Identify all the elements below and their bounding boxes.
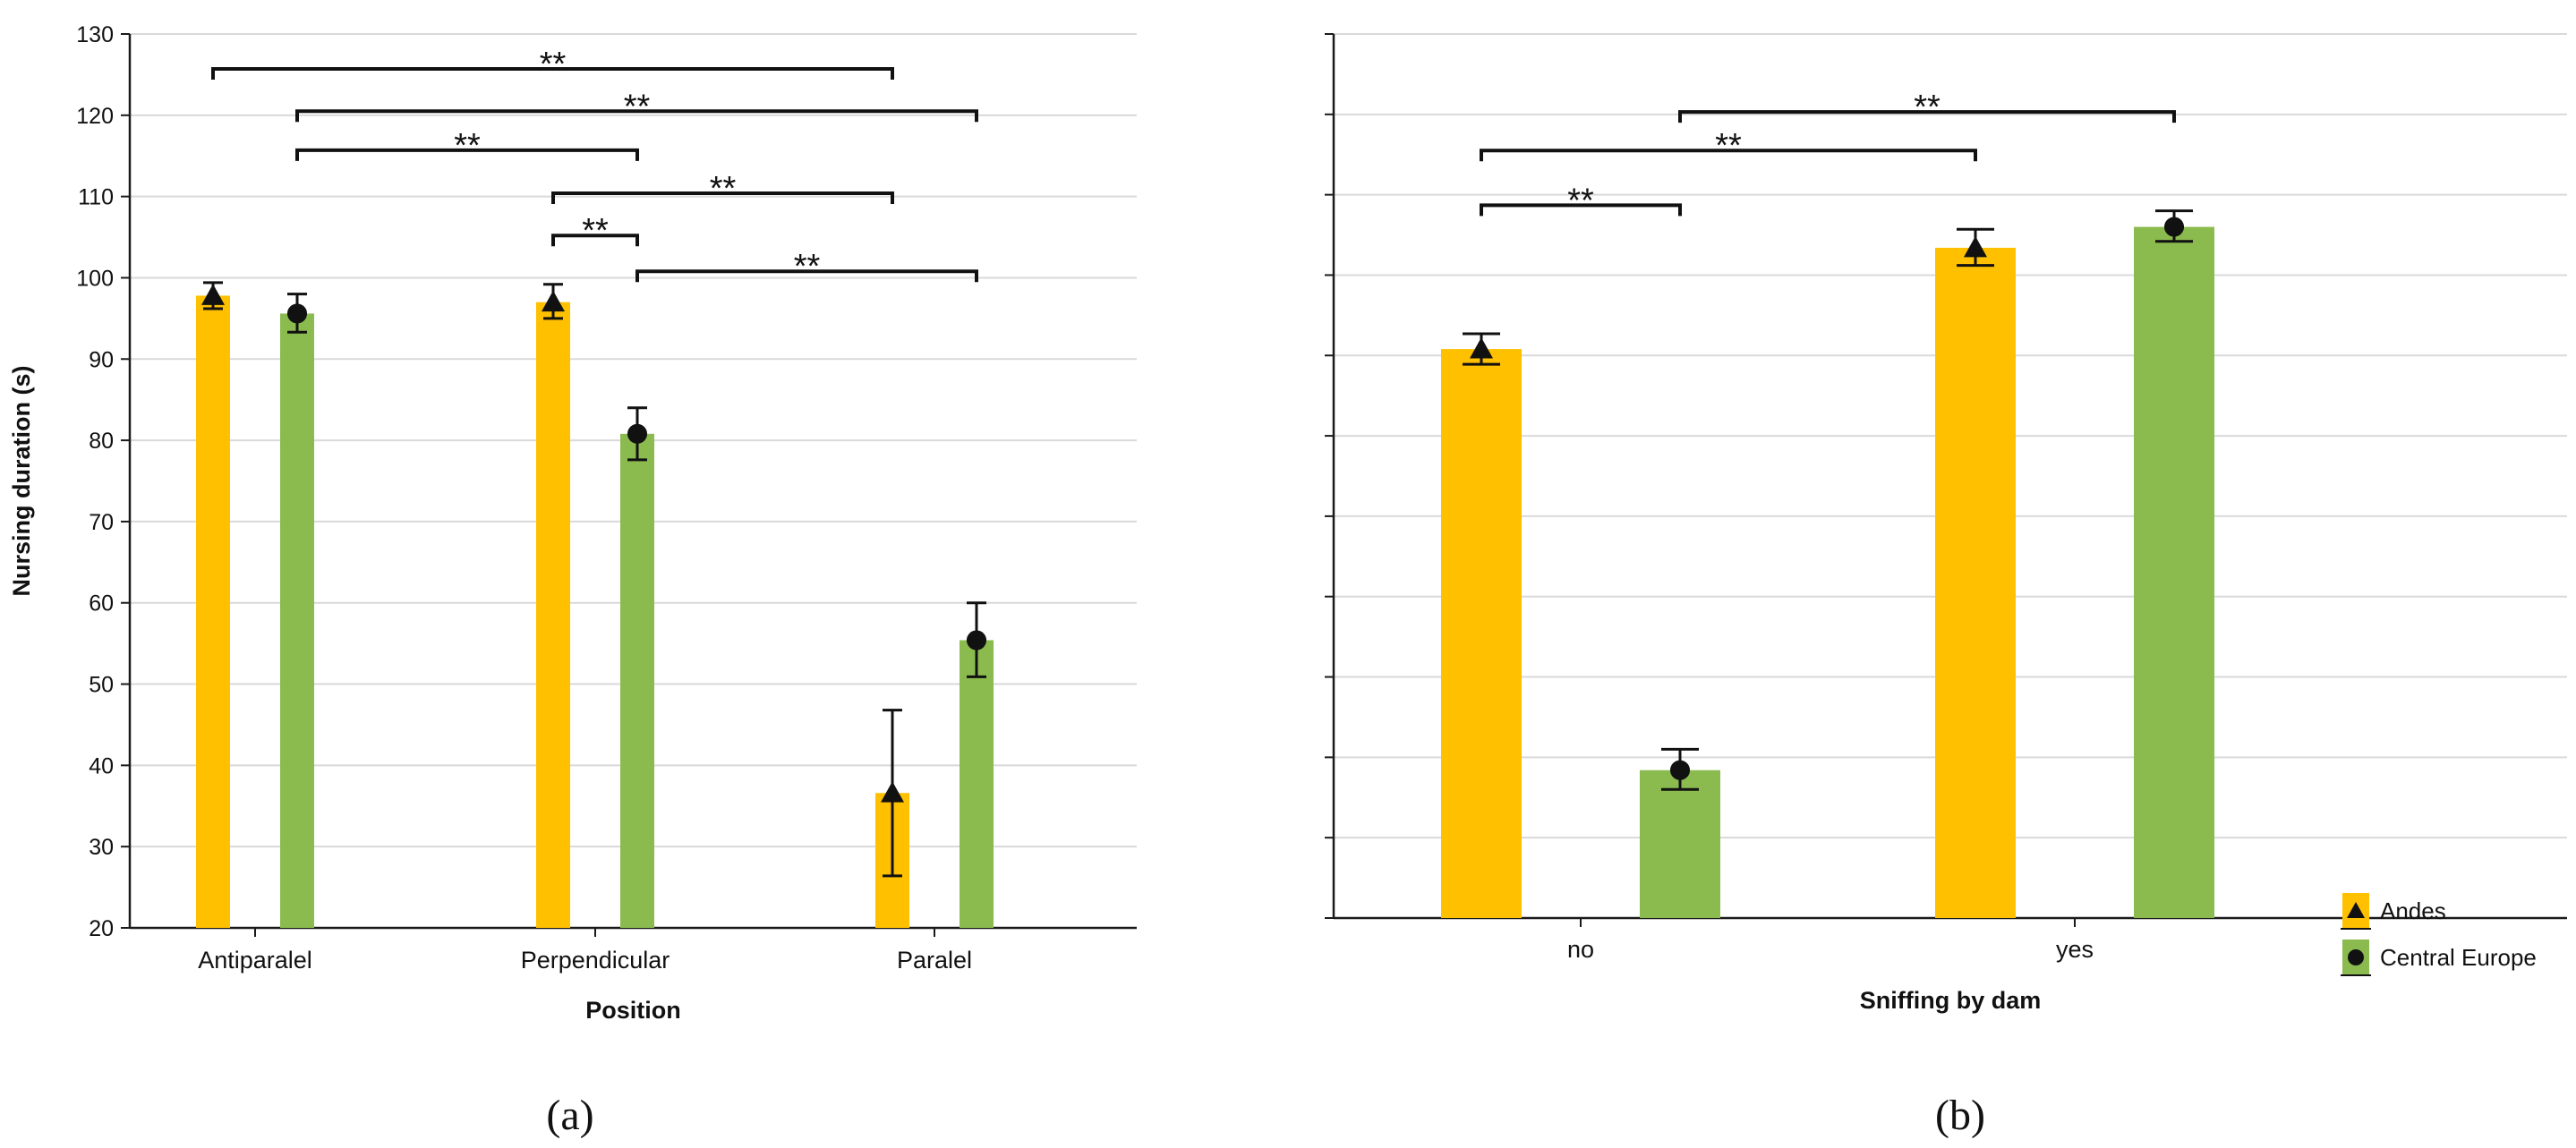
bar-andes: [536, 302, 570, 928]
significance-bracket: [1480, 149, 1977, 162]
y-tick-label: 50: [89, 673, 114, 698]
bar-central_europe: [280, 313, 314, 928]
panel-a-chart: 20 30 40 50 60 70 80 90 100 110 120 130 Antiparalel P…: [8, 22, 1137, 1139]
significance-label: **: [624, 88, 651, 125]
significance-label: **: [540, 46, 567, 83]
mean-marker-circle: [627, 423, 648, 444]
significance-bracket: [211, 67, 894, 81]
y-tick-label: 20: [89, 916, 114, 941]
bar-central_europe: [1640, 770, 1720, 918]
significance-bracket: [295, 109, 978, 123]
y-tick-label: 80: [89, 429, 114, 454]
mean-marker-triangle: [1470, 337, 1493, 359]
significance-label: **: [710, 170, 737, 208]
mean-marker-triangle: [881, 781, 904, 803]
mean-marker-circle: [966, 630, 987, 651]
legend: Andes Central Europe: [2341, 893, 2537, 976]
bar-central_europe: [620, 433, 654, 928]
y-tick-label: 30: [89, 835, 114, 860]
significance-label: **: [1567, 182, 1594, 219]
significance-bracket: [551, 234, 639, 247]
significance-bracket: [1480, 203, 1682, 217]
y-tick-label: 120: [76, 104, 114, 129]
significance-bracket: [635, 269, 978, 283]
panel-label: (a): [546, 1092, 593, 1139]
y-axis-title: Nursing duration (s): [8, 366, 35, 597]
mean-marker-triangle: [201, 284, 225, 305]
mean-marker-circle: [1669, 760, 1691, 780]
y-tick-label: 130: [76, 22, 114, 47]
mean-marker-triangle: [542, 290, 565, 312]
y-tick-label: 40: [89, 753, 114, 778]
y-tick-label: 70: [89, 510, 114, 535]
x-axis-title: Position: [585, 997, 681, 1024]
bar-central_europe: [2134, 226, 2214, 919]
x-tick-label: yes: [2056, 936, 2094, 963]
significance-label: **: [794, 248, 821, 285]
legend-marker-triangle: [2347, 902, 2365, 918]
significance-label: **: [454, 127, 481, 165]
x-tick-label: Antiparalel: [198, 947, 312, 974]
y-tick-label: 100: [76, 266, 114, 291]
significance-bracket: [551, 191, 894, 205]
bar-andes: [1935, 247, 2016, 918]
mean-marker-circle: [286, 303, 308, 324]
significance-label: **: [1715, 127, 1742, 165]
legend-marker-circle: [2348, 949, 2364, 965]
bar-andes: [196, 295, 230, 928]
y-tick-label: 90: [89, 347, 114, 372]
y-tick-label: 60: [89, 591, 114, 617]
mean-marker-circle: [2163, 217, 2185, 237]
bar-central_europe: [960, 640, 994, 928]
panel-label: (b): [1935, 1092, 1985, 1139]
legend-label: Andes: [2380, 897, 2446, 924]
significance-label: **: [1914, 89, 1941, 126]
x-tick-label: Perpendicular: [521, 947, 670, 974]
significance-bracket: [1678, 110, 2176, 123]
significance-label: **: [582, 212, 609, 250]
panel-b-chart: no yes ** ** ** Sniffing by dam (b): [1325, 33, 2567, 1139]
y-tick-label: 110: [78, 185, 114, 210]
legend-label: Central Europe: [2380, 944, 2537, 971]
mean-marker-triangle: [1964, 235, 1987, 258]
x-tick-label: no: [1567, 936, 1594, 963]
x-axis-title: Sniffing by dam: [1860, 987, 2042, 1014]
bar-andes: [1441, 349, 1522, 918]
significance-bracket: [295, 148, 639, 161]
x-tick-label: Paralel: [897, 947, 972, 974]
